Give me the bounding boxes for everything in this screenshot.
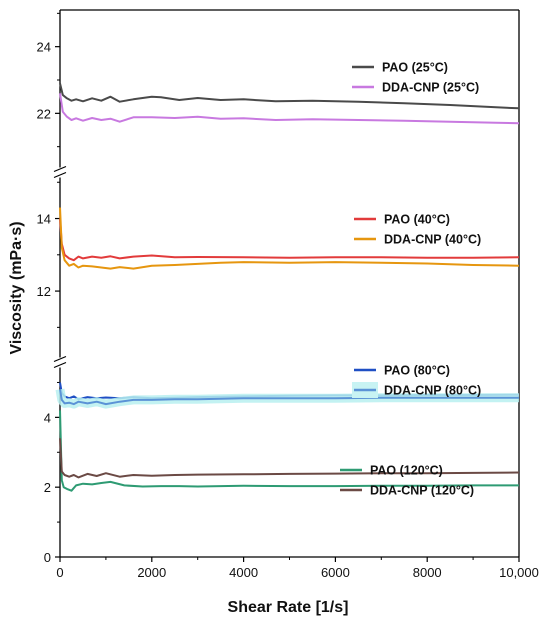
x-tick-label: 8000 [413,565,442,580]
legend-label: DDA-CNP (120°C) [370,484,474,498]
y-tick-label: 14 [37,212,51,227]
legend-label: PAO (25°C) [382,61,448,75]
axis-break-mark [53,361,67,369]
x-axis-title: Shear Rate [1/s] [228,599,349,616]
x-tick-label: 10,000 [499,565,539,580]
legend-label: PAO (120°C) [370,464,443,478]
legend-label: PAO (80°C) [384,364,450,378]
axis-break-gap [52,167,68,178]
y-tick-label: 12 [37,284,51,299]
y-tick-label: 0 [44,550,51,565]
x-tick-label: 4000 [229,565,258,580]
series-line [59,93,520,125]
axis-break-gap [52,357,68,368]
x-tick-label: 6000 [321,565,350,580]
legend-label: DDA-CNP (40°C) [384,233,481,247]
legend-layer: PAO (25°C) DDA-CNP (25°C) PAO (40°C) DDA-CN… [340,61,481,498]
y-tick-label: 22 [37,106,51,121]
legend-label: DDA-CNP (80°C) [384,384,481,398]
series-line [59,207,520,270]
y-tick-label: 2 [44,480,51,495]
series-line [59,218,520,262]
axis-break-mark [53,165,67,173]
axis-break-mark [53,355,67,363]
legend-label: DDA-CNP (25°C) [382,81,479,95]
series-line [59,438,520,479]
y-axis-title: Viscosity (mPa·s) [8,221,25,354]
series-layer [55,83,520,492]
legend-label: PAO (40°C) [384,213,450,227]
y-tick-label: 24 [37,40,51,55]
axis-break-mark [53,171,67,179]
y-tick-label: 4 [44,410,51,425]
series-line [59,410,519,492]
series-line [59,83,520,110]
x-tick-label: 2000 [137,565,166,580]
x-tick-label: 0 [56,565,63,580]
